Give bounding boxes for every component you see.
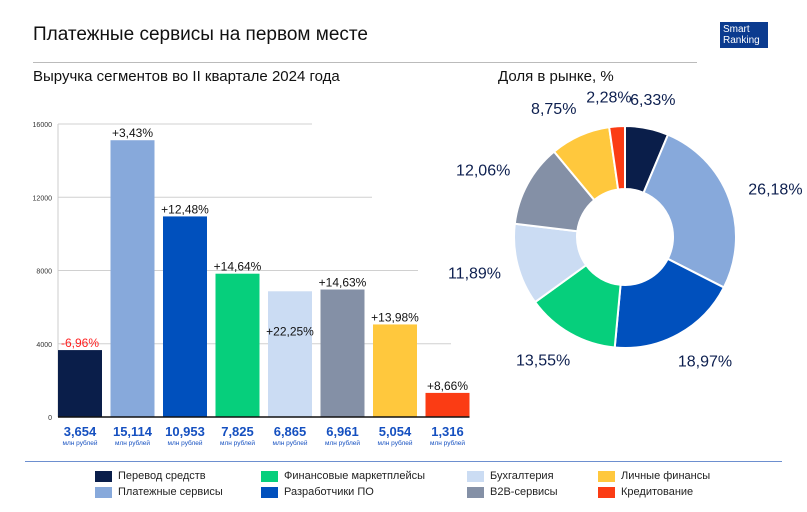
legend-item: Личные финансы xyxy=(598,470,710,482)
value-label: 6,865 xyxy=(274,424,307,439)
y-tick-label: 4000 xyxy=(36,342,52,349)
bar xyxy=(373,324,417,417)
bar-chart-title: Выручка сегментов во II квартале 2024 го… xyxy=(33,68,340,85)
slice-label: 2,28% xyxy=(586,89,631,106)
change-label: +14,64% xyxy=(214,260,262,274)
slice-label: 18,97% xyxy=(678,354,732,371)
value-label: 1,316 xyxy=(431,424,464,439)
legend-label: Перевод средств xyxy=(118,470,206,482)
legend-item: B2B-сервисы xyxy=(467,486,558,498)
bar xyxy=(110,140,155,418)
legend-item: Разработчики ПО xyxy=(261,486,374,498)
value-label: 15,114 xyxy=(113,424,153,439)
unit-label: млн рублей xyxy=(378,439,413,447)
unit-label: млн рублей xyxy=(273,439,308,447)
change-label: +8,66% xyxy=(427,379,468,393)
legend-label: Финансовые маркетплейсы xyxy=(284,470,426,482)
bar xyxy=(268,291,312,417)
slice-label: 11,89% xyxy=(448,265,501,282)
y-tick-label: 16000 xyxy=(33,122,53,129)
legend-label: Кредитование xyxy=(621,486,694,498)
unit-label: млн рублей xyxy=(63,439,98,447)
legend-swatch xyxy=(467,486,484,498)
bar xyxy=(58,350,102,417)
slice-label: 8,75% xyxy=(531,101,576,118)
slice-label: 13,55% xyxy=(516,352,570,369)
legend-label: Личные финансы xyxy=(621,470,711,482)
change-label: +22,25% xyxy=(266,324,314,338)
unit-label: млн рублей xyxy=(220,439,255,447)
slice-label: 26,18% xyxy=(748,182,802,199)
legend-swatch xyxy=(95,486,112,498)
page-title: Платежные сервисы на первом месте xyxy=(33,24,368,45)
legend-item: Кредитование xyxy=(598,486,693,498)
pie-slice xyxy=(608,124,626,191)
unit-label: млн рублей xyxy=(115,439,150,447)
bar xyxy=(425,392,470,417)
slice-label: 12,06% xyxy=(456,163,510,180)
bar xyxy=(163,216,207,417)
bar xyxy=(320,289,365,417)
pie-chart-title: Доля в рынке, % xyxy=(498,68,614,85)
legend-label: Бухгалтерия xyxy=(490,470,554,482)
change-label: +3,43% xyxy=(112,126,153,140)
unit-label: млн рублей xyxy=(325,439,360,447)
unit-label: млн рублей xyxy=(168,439,203,447)
legend-item: Финансовые маркетплейсы xyxy=(261,470,425,482)
slice-label: 6,33% xyxy=(630,92,675,109)
legend-swatch xyxy=(598,486,615,498)
legend-swatch xyxy=(261,470,278,482)
legend-item: Перевод средств xyxy=(95,470,206,482)
legend-swatch xyxy=(467,470,484,482)
change-label: +12,48% xyxy=(161,202,209,216)
value-label: 10,953 xyxy=(165,424,205,439)
change-label: +13,98% xyxy=(371,310,419,324)
y-tick-label: 0 xyxy=(48,415,52,422)
legend-swatch xyxy=(261,486,278,498)
bar xyxy=(215,273,260,417)
divider xyxy=(33,62,697,63)
legend-divider xyxy=(25,461,782,462)
value-label: 7,825 xyxy=(221,424,254,439)
pie-slice xyxy=(642,133,737,289)
value-label: 6,961 xyxy=(326,424,359,439)
y-tick-label: 8000 xyxy=(36,269,52,276)
pie-slice xyxy=(613,257,726,349)
legend-label: B2B-сервисы xyxy=(490,486,558,498)
legend-item: Платежные сервисы xyxy=(95,486,223,498)
value-label: 3,654 xyxy=(64,424,97,439)
smart-ranking-logo: Smart Ranking xyxy=(720,22,768,48)
legend-label: Платежные сервисы xyxy=(118,486,223,498)
value-label: 5,054 xyxy=(379,424,412,439)
unit-label: млн рублей xyxy=(430,439,465,447)
change-label: -6,96% xyxy=(61,336,99,350)
legend-swatch xyxy=(598,470,615,482)
y-tick-label: 12000 xyxy=(33,195,53,202)
legend-label: Разработчики ПО xyxy=(284,486,374,498)
change-label: +14,63% xyxy=(319,276,367,290)
legend-item: Бухгалтерия xyxy=(467,470,554,482)
legend-swatch xyxy=(95,470,112,482)
